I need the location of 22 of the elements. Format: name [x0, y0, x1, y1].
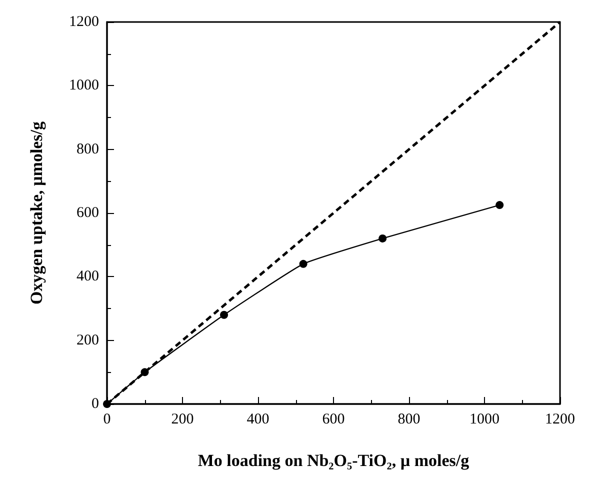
y-tick-label: 1200 [69, 14, 99, 30]
y-tick-label: 400 [76, 268, 99, 285]
point [140, 368, 149, 376]
y-tick-label: 800 [76, 141, 99, 158]
x-tick-label: 200 [171, 412, 194, 428]
y-tick-label: 1000 [69, 78, 99, 94]
x-tick-label: 0 [103, 412, 111, 428]
x-tick-label: 400 [246, 412, 270, 428]
y-tick-label: 600 [76, 205, 99, 221]
point [496, 201, 504, 210]
y-axis-title: Oxygen uptake, µmoles/g [27, 120, 46, 305]
point [220, 310, 228, 319]
point [378, 234, 387, 242]
point [299, 260, 308, 268]
x-tick-label: 1000 [470, 412, 500, 428]
x-tick-label: 1200 [545, 412, 575, 428]
point [103, 400, 111, 408]
x-tick-label: 800 [398, 412, 420, 428]
y-tick-label: 200 [76, 332, 99, 348]
x-axis-title: Mo loading on Nb₂O₅-TiO₂, µ moles/g [198, 451, 470, 470]
y-tick-label: 0 [92, 396, 99, 412]
x-tick-label: 600 [322, 412, 345, 428]
